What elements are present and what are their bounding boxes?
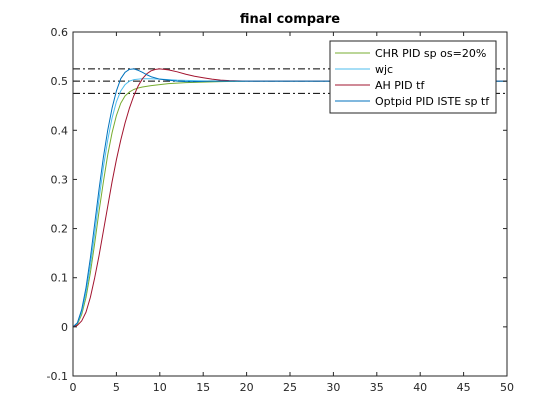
chart-title: final compare: [240, 12, 340, 27]
legend-label-1: CHR PID sp os=20%: [375, 47, 486, 60]
y-tick-label: 0.6: [51, 26, 69, 39]
legend: CHR PID sp os=20% wjc AH PID tf Optpid PID …: [330, 41, 496, 113]
x-tick-label: 45: [457, 381, 471, 394]
x-tick-label: 50: [500, 381, 514, 394]
y-tick-label: 0.4: [51, 124, 69, 137]
x-tick-label: 30: [326, 381, 340, 394]
y-tick-label: 0.5: [51, 75, 69, 88]
legend-label-2: wjc: [375, 63, 393, 76]
x-tick-label: 20: [240, 381, 254, 394]
x-tick-label: 40: [413, 381, 427, 394]
y-tick-label: 0.3: [51, 173, 69, 186]
x-tick-label: 15: [196, 381, 210, 394]
x-tick-label: 5: [113, 381, 120, 394]
legend-label-3: AH PID tf: [375, 79, 425, 92]
y-tick-label: 0.1: [51, 272, 69, 285]
x-tick-label: 0: [70, 381, 77, 394]
x-tick-label: 10: [153, 381, 167, 394]
x-tick-label: 35: [370, 381, 384, 394]
y-tick-label: 0.2: [51, 223, 69, 236]
x-tick-label: 25: [283, 381, 297, 394]
legend-label-4: Optpid PID ISTE sp tf: [375, 95, 490, 108]
y-tick-label: -0.1: [47, 370, 68, 383]
y-tick-label: 0: [61, 321, 68, 334]
